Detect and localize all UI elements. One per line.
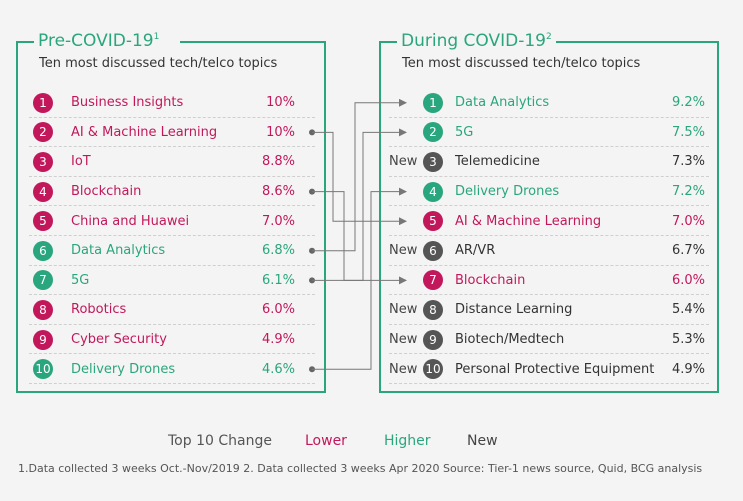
rank-badge: 5 xyxy=(33,211,53,232)
pre-covid-panel: Pre-COVID-191 Ten most discussed tech/te… xyxy=(16,31,326,393)
rank-badge: 9 xyxy=(423,329,443,350)
new-tag: New xyxy=(389,154,418,170)
pre-covid-row: 6 Data Analytics 6.8% xyxy=(29,236,315,266)
rank-badge: 1 xyxy=(33,92,53,113)
topic-share: 7.0% xyxy=(261,213,295,229)
rank-badge: 7 xyxy=(423,270,443,291)
during-covid-subtitle: Ten most discussed tech/telco topics xyxy=(402,56,641,71)
rank-badge: 6 xyxy=(423,240,443,261)
rank-badge: 7 xyxy=(33,270,53,291)
topic-label: China and Huawei xyxy=(71,213,190,229)
pre-covid-row: 5 China and Huawei 7.0% xyxy=(29,206,315,236)
topic-share: 10% xyxy=(266,124,295,140)
rank-badge: 2 xyxy=(33,122,53,143)
topic-share: 6.1% xyxy=(261,272,295,288)
during-covid-row: New 6 AR/VR 6.7% xyxy=(389,236,709,266)
topic-label: Blockchain xyxy=(71,184,142,200)
topic-label: Telemedicine xyxy=(455,154,540,170)
legend-heading: Top 10 Change xyxy=(168,433,272,449)
pre-covid-row: 1 Business Insights 10% xyxy=(29,88,315,118)
rank-badge: 5 xyxy=(423,211,443,232)
topic-share: 5.4% xyxy=(671,302,705,318)
topic-label: IoT xyxy=(71,154,91,170)
topic-share: 7.5% xyxy=(671,124,705,140)
during-covid-list: 1 Data Analytics 9.2% 2 5G 7.5% New 3 Telemedici… xyxy=(389,88,709,384)
topic-share: 8.6% xyxy=(261,184,295,200)
rank-badge: 10 xyxy=(423,359,443,380)
topic-share: 6.0% xyxy=(261,302,295,318)
pre-covid-list: 1 Business Insights 10% 2 AI & Machine Learn… xyxy=(29,88,315,384)
rank-badge: 8 xyxy=(33,299,53,320)
topic-label: Robotics xyxy=(71,302,127,318)
topic-share: 7.0% xyxy=(671,213,705,229)
topic-label: Data Analytics xyxy=(71,243,166,259)
pre-covid-row: 4 Blockchain 8.6% xyxy=(29,177,315,207)
rank-badge: 3 xyxy=(423,151,443,172)
topic-share: 10% xyxy=(266,95,295,111)
during-covid-row: New 8 Distance Learning 5.4% xyxy=(389,295,709,325)
pre-covid-title: Pre-COVID-191 xyxy=(34,31,164,51)
pre-covid-row: 2 AI & Machine Learning 10% xyxy=(29,118,315,148)
topic-share: 4.9% xyxy=(261,332,295,348)
topic-share: 4.9% xyxy=(671,361,705,377)
topic-label: Biotech/Medtech xyxy=(455,332,565,348)
topic-label: Data Analytics xyxy=(455,95,550,111)
legend: Top 10 Change Lower Higher New xyxy=(0,433,743,455)
legend-lower: Lower xyxy=(305,433,347,449)
topic-label: AI & Machine Learning xyxy=(455,213,602,229)
pre-covid-subtitle: Ten most discussed tech/telco topics xyxy=(39,56,278,71)
topic-share: 8.8% xyxy=(261,154,295,170)
during-covid-row: 4 Delivery Drones 7.2% xyxy=(389,177,709,207)
pre-covid-row: 3 IoT 8.8% xyxy=(29,147,315,177)
during-covid-title: During COVID-192 xyxy=(397,31,556,51)
rank-badge: 9 xyxy=(33,329,53,350)
topic-label: Blockchain xyxy=(455,272,526,288)
rank-badge: 3 xyxy=(33,151,53,172)
during-covid-row: New 3 Telemedicine 7.3% xyxy=(389,147,709,177)
topic-label: Cyber Security xyxy=(71,332,167,348)
new-tag: New xyxy=(389,361,418,377)
topic-share: 7.3% xyxy=(671,154,705,170)
pre-covid-row: 9 Cyber Security 4.9% xyxy=(29,325,315,355)
pre-covid-row: 10 Delivery Drones 4.6% xyxy=(29,354,315,384)
topic-label: 5G xyxy=(71,272,90,288)
rank-badge: 4 xyxy=(33,181,53,202)
pre-covid-row: 8 Robotics 6.0% xyxy=(29,295,315,325)
topic-label: AR/VR xyxy=(455,243,496,259)
during-covid-panel: During COVID-192 Ten most discussed tech… xyxy=(379,31,719,393)
topic-share: 4.6% xyxy=(261,361,295,377)
topic-share: 6.7% xyxy=(671,243,705,259)
legend-new: New xyxy=(467,433,498,449)
topic-share: 6.8% xyxy=(261,243,295,259)
new-tag: New xyxy=(389,302,418,318)
during-covid-row: 1 Data Analytics 9.2% xyxy=(389,88,709,118)
topic-label: Delivery Drones xyxy=(71,361,176,377)
during-covid-row: New 10 Personal Protective Equipment 4.9% xyxy=(389,354,709,384)
during-covid-row: 7 Blockchain 6.0% xyxy=(389,266,709,296)
during-covid-row: 2 5G 7.5% xyxy=(389,118,709,148)
topic-share: 9.2% xyxy=(671,95,705,111)
during-covid-row: 5 AI & Machine Learning 7.0% xyxy=(389,206,709,236)
rank-badge: 2 xyxy=(423,122,443,143)
rank-badge: 4 xyxy=(423,181,443,202)
legend-higher: Higher xyxy=(384,433,431,449)
topic-share: 7.2% xyxy=(671,184,705,200)
topic-share: 6.0% xyxy=(671,272,705,288)
topic-label: Distance Learning xyxy=(455,302,573,318)
topic-label: Personal Protective Equipment xyxy=(455,361,655,377)
topic-label: Delivery Drones xyxy=(455,184,560,200)
rank-badge: 6 xyxy=(33,240,53,261)
rank-badge: 1 xyxy=(423,92,443,113)
during-covid-row: New 9 Biotech/Medtech 5.3% xyxy=(389,325,709,355)
footnote: 1.Data collected 3 weeks Oct.-Nov/2019 2… xyxy=(18,462,703,475)
topic-label: AI & Machine Learning xyxy=(71,124,218,140)
topic-label: Business Insights xyxy=(71,95,184,111)
rank-badge: 10 xyxy=(33,359,53,380)
rank-badge: 8 xyxy=(423,299,443,320)
new-tag: New xyxy=(389,243,418,259)
topic-label: 5G xyxy=(455,124,474,140)
new-tag: New xyxy=(389,332,418,348)
pre-covid-row: 7 5G 6.1% xyxy=(29,266,315,296)
topic-share: 5.3% xyxy=(671,332,705,348)
